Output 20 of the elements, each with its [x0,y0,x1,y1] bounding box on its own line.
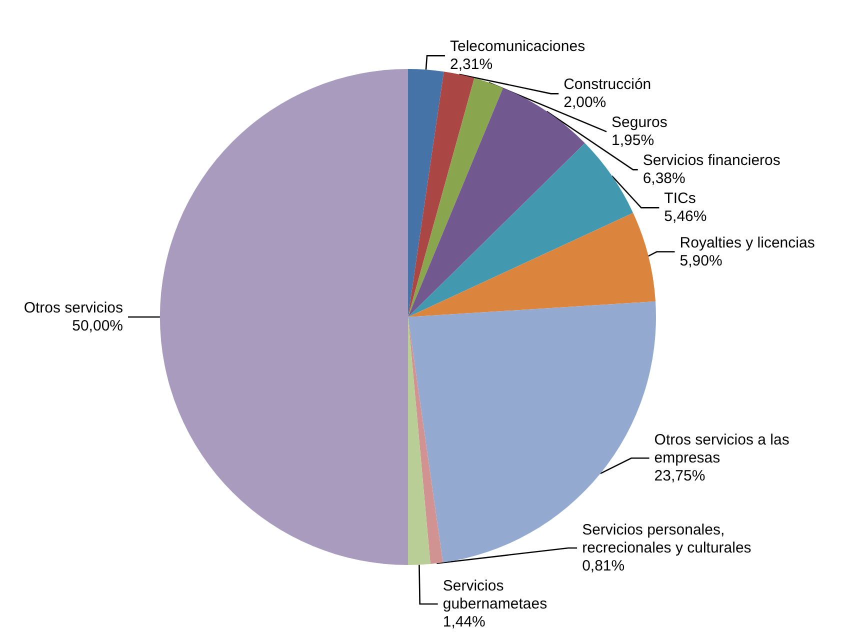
slice-label: Royalties y licencias [680,234,815,252]
data-label: 2,31% [450,56,493,74]
data-label: 1,95% [612,132,654,150]
slice-label: Otros servicios [24,300,123,316]
data-label: 5,90% [680,252,722,270]
slice-label: Telecomunicaciones [450,38,586,56]
data-label: 2,00% [564,94,606,112]
slice-label: TICs [664,190,696,208]
data-label: 50,00% [72,318,123,334]
slice-label: Servicios personales, recrecionales y culturales [582,522,752,556]
slice-label: Otros servicios a las empresas [654,432,794,467]
slice-label: Servicios gubernametaes [442,578,548,612]
data-label: 5,46% [664,208,707,226]
slice-label: Construcción [564,76,652,94]
data-label: 0,81% [582,558,625,574]
slice-label: Servicios financieros [642,152,780,170]
data-label: 23,75% [654,468,706,485]
slice-label: Seguros [612,114,668,132]
data-label: 6,38% [642,170,686,188]
data-label: 1,44% [442,614,486,630]
